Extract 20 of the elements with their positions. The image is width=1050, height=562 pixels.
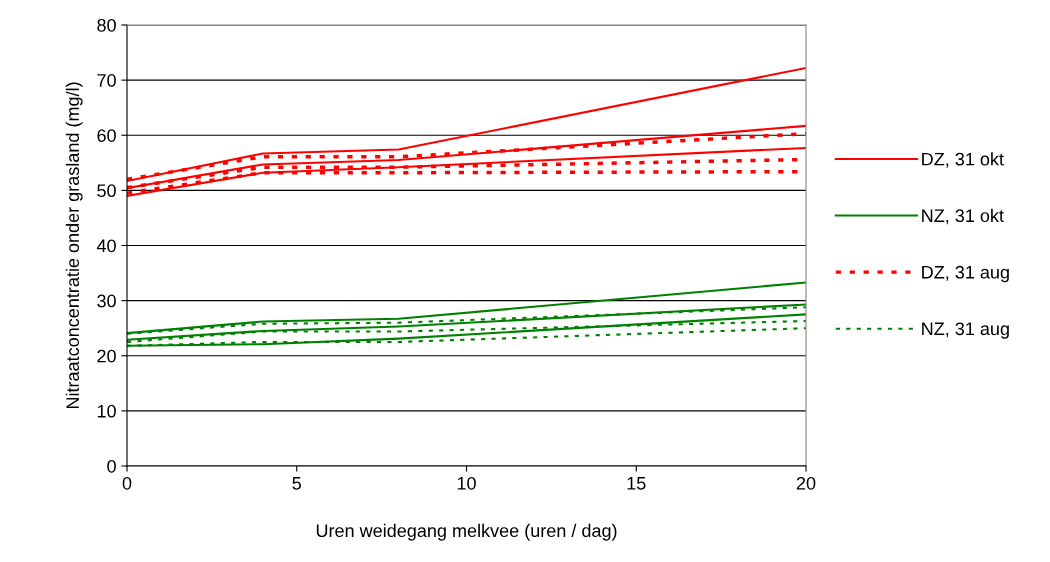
legend-label: NZ, 31 aug	[922, 322, 1009, 339]
y-tick-label: 60	[97, 129, 116, 142]
y-tick-label: 40	[96, 239, 116, 253]
legend-label: DZ, 31 okt	[922, 152, 1004, 168]
y-tick-label: 50	[97, 184, 116, 198]
y-tick-label: 20	[97, 349, 116, 363]
y-tick-label: 0	[107, 459, 116, 473]
x-tick-label: 0	[122, 476, 132, 490]
x-tick-label: 20	[796, 476, 816, 490]
y-axis-title: Nitraatconcentratie onder grasland (mg/l)	[65, 82, 83, 409]
x-tick-label: 10	[457, 476, 476, 490]
x-axis-title: Uren weidegang melkvee (uren / dag)	[316, 523, 617, 541]
legend-label: NZ, 31 okt	[922, 208, 1004, 225]
x-tick-label: 5	[292, 477, 302, 490]
x-tick-label: 15	[627, 477, 646, 490]
y-tick-label: 10	[97, 404, 116, 418]
y-tick-label: 70	[97, 74, 116, 87]
legend-label: DZ, 31 aug	[922, 265, 1009, 283]
y-tick-label: 80	[97, 18, 116, 32]
y-tick-label: 30	[97, 294, 116, 308]
